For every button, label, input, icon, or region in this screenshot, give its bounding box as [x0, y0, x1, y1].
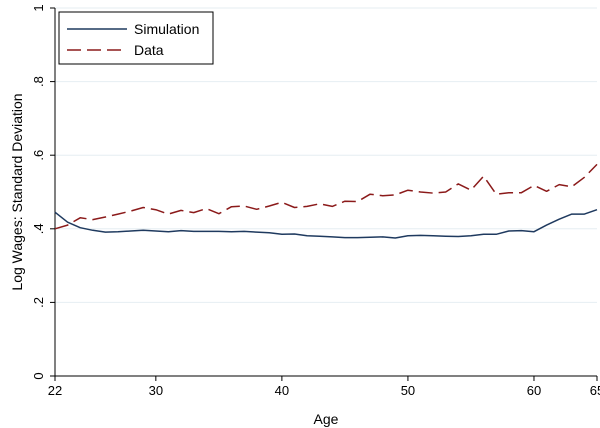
y-tick-label: .8	[31, 76, 46, 87]
x-tick-label: 50	[401, 383, 415, 398]
series-lines	[54, 163, 598, 239]
y-tick-label: .6	[31, 150, 46, 161]
x-tick-label: 65	[590, 383, 600, 398]
y-tick-label: 1	[31, 4, 46, 11]
y-axis-label: Log Wages: Standard Deviation	[9, 93, 25, 290]
series-line-data	[54, 163, 598, 230]
y-axis: 0 .2 .4 .6 .8 1	[31, 4, 55, 380]
legend-label-data: Data	[134, 42, 164, 58]
x-tick-label: 30	[149, 383, 163, 398]
y-tick-label: 0	[31, 372, 46, 379]
legend: Simulation Data	[58, 11, 214, 65]
x-tick-label: 40	[275, 383, 289, 398]
x-axis: 22 30 40 50 60 65	[48, 376, 600, 398]
x-tick-label: 22	[48, 383, 62, 398]
legend-box	[58, 11, 214, 65]
legend-label-simulation: Simulation	[134, 21, 199, 37]
y-tick-label: .4	[31, 223, 46, 234]
x-axis-label: Age	[314, 411, 339, 427]
series-line-simulation	[54, 208, 598, 239]
y-tick-label: .2	[31, 297, 46, 308]
x-tick-label: 60	[527, 383, 541, 398]
